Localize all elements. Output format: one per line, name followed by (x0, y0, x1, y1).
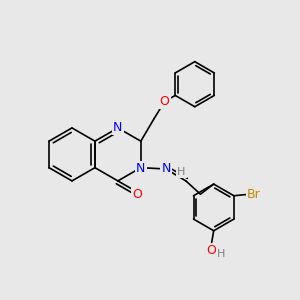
Text: O: O (206, 244, 216, 257)
Text: O: O (132, 188, 142, 201)
Text: H: H (177, 167, 186, 177)
Text: N: N (136, 162, 146, 175)
Text: O: O (160, 95, 170, 108)
Text: Br: Br (247, 188, 261, 201)
Text: N: N (113, 121, 123, 134)
Text: H: H (217, 249, 225, 260)
Text: N: N (161, 163, 171, 176)
